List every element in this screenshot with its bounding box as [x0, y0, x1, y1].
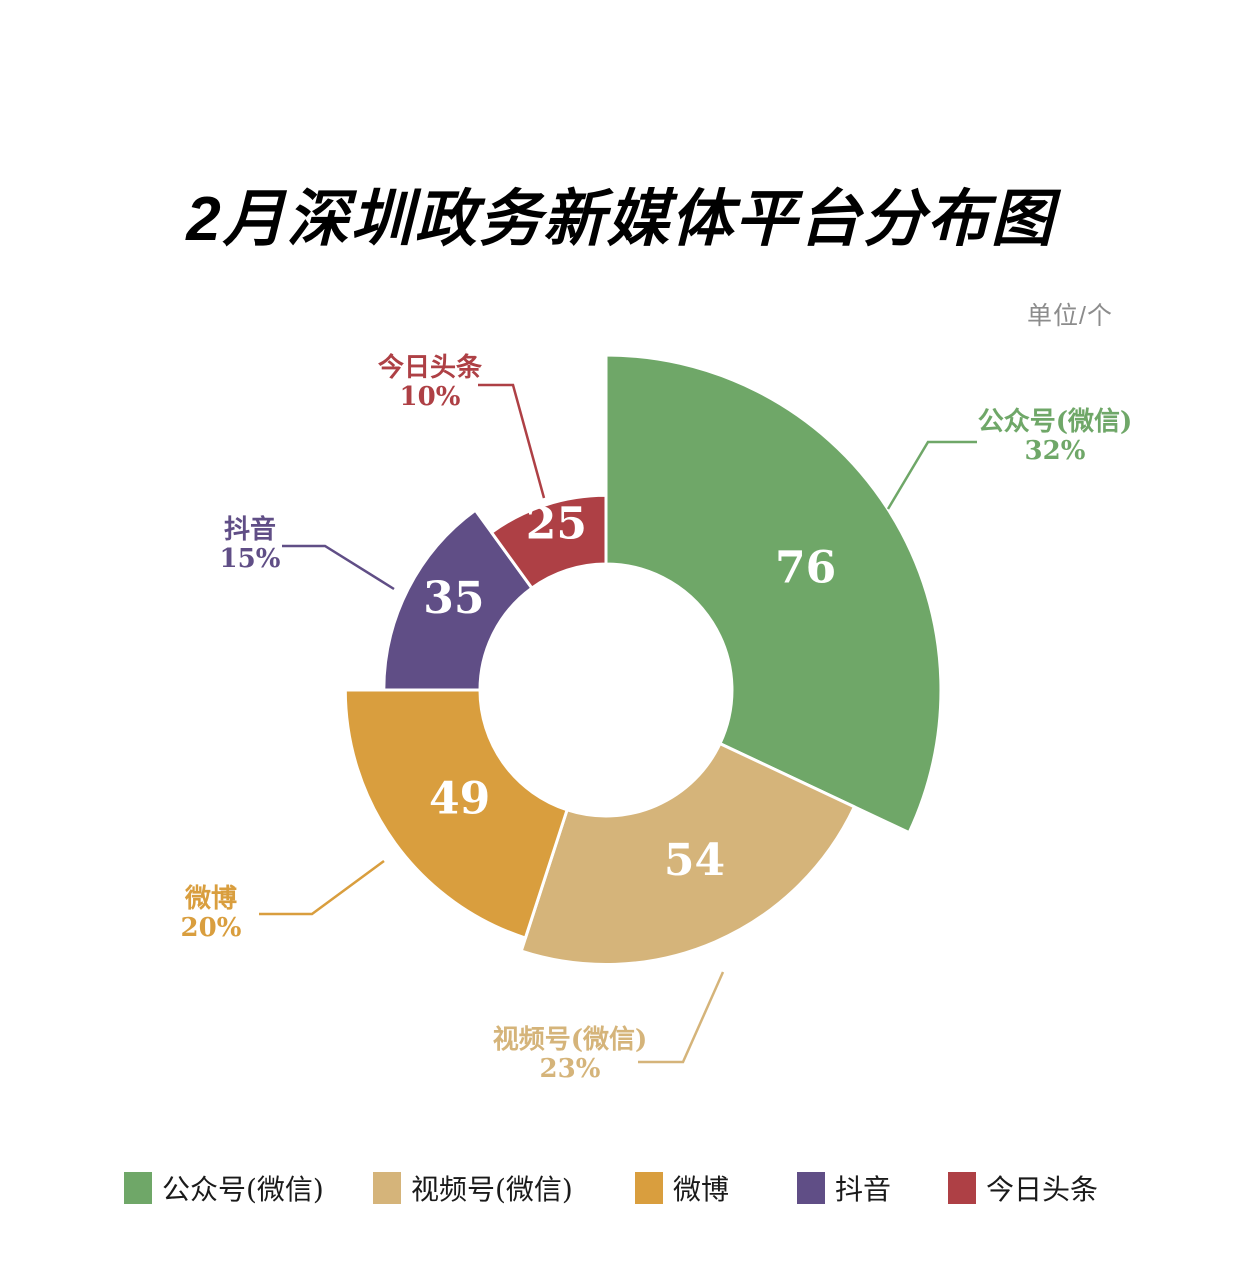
callout-percent: 10% [399, 382, 461, 412]
callout-name: 公众号(微信) [977, 407, 1133, 437]
legend-label: 今日头条 [986, 1173, 1099, 1206]
legend: 公众号(微信) 视频号(微信) 微博 抖音 今日头条 [0, 1172, 1241, 1206]
legend-item-shipinhao[interactable]: 视频号(微信) [373, 1172, 573, 1206]
pie-slice-3[interactable] [343, 688, 569, 940]
callout-label-douyin: 抖音 15% [130, 516, 370, 574]
legend-item-toutiao[interactable]: 今日头条 [948, 1172, 1098, 1206]
slice-value-label: 49 [429, 774, 490, 825]
slice-value-label: 54 [664, 835, 725, 886]
callout-label-shipinhao: 视频号(微信) 23% [450, 1026, 690, 1084]
leader-line [478, 383, 546, 499]
leader-line [282, 544, 395, 591]
pie-slice-5[interactable] [490, 493, 608, 590]
callout-percent: 32% [1024, 436, 1086, 466]
legend-label: 视频号(微信) [411, 1173, 573, 1206]
slice-value-label: 76 [775, 543, 836, 594]
pie-slice-1[interactable] [604, 353, 943, 835]
chart-title: 2月深圳政务新媒体平台分布图 [186, 185, 1055, 254]
legend-swatch [797, 1172, 825, 1204]
callout-label-weibo: 微博 20% [91, 885, 331, 943]
legend-item-gongzhonghao[interactable]: 公众号(微信) [124, 1172, 324, 1206]
callout-label-toutiao: 今日头条 10% [310, 354, 550, 412]
callout-percent: 20% [180, 913, 242, 943]
slice-value-label: 25 [526, 499, 587, 550]
leader-line [638, 971, 725, 1064]
legend-swatch [948, 1172, 976, 1204]
legend-label: 公众号(微信) [162, 1173, 324, 1206]
legend-item-douyin[interactable]: 抖音 [797, 1172, 891, 1206]
legend-swatch [124, 1172, 152, 1204]
slice-value-label: 35 [423, 573, 484, 624]
legend-item-weibo[interactable]: 微博 [635, 1172, 729, 1206]
callout-name: 微博 [184, 884, 237, 914]
callout-name: 视频号(微信) [492, 1025, 648, 1055]
callout-name: 抖音 [223, 515, 276, 545]
unit-label: 单位/个 [1027, 302, 1113, 330]
legend-swatch [635, 1172, 663, 1204]
leader-line [886, 440, 977, 510]
callout-label-gongzhonghao: 公众号(微信) 32% [935, 408, 1175, 466]
callout-name: 今日头条 [377, 353, 482, 383]
callout-percent: 23% [539, 1054, 601, 1084]
legend-label: 微博 [673, 1173, 730, 1206]
legend-swatch [373, 1172, 401, 1204]
pie-slice-4[interactable] [382, 508, 534, 692]
pie-slice-2[interactable] [519, 742, 856, 967]
callout-percent: 15% [219, 544, 281, 574]
legend-label: 抖音 [835, 1173, 892, 1206]
leader-line [259, 859, 385, 916]
